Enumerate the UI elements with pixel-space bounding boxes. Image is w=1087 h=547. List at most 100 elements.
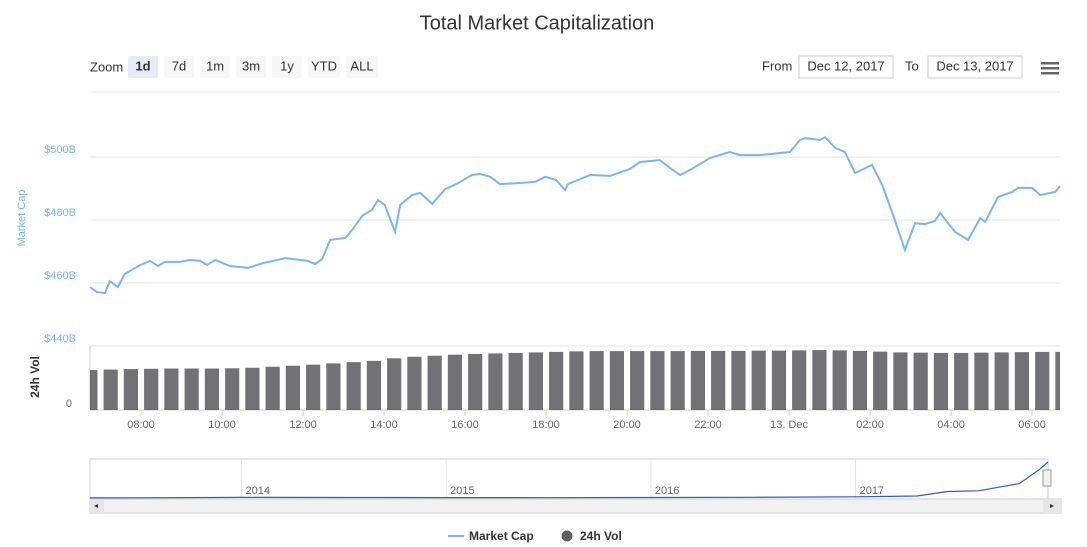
y-tick-label: $460B [44,270,76,282]
volume-bar [366,360,381,410]
x-tick-label: 13. Dec [770,419,808,431]
zoom-button-label: 1d [135,58,150,73]
navigator-tick-label: 2015 [450,485,474,497]
volume-bar [346,362,361,410]
volume-bar [123,369,138,410]
y-axis-title: Market Cap [16,190,28,247]
volume-bar [549,351,564,410]
navigator-tick-label: 2017 [860,485,884,497]
y2-axis-title: 24h Vol [28,356,42,398]
volume-bar [1055,351,1060,410]
volume-bar [731,350,746,410]
y-tick-label: $440B [44,333,76,345]
x-tick-label: 02:00 [856,419,884,431]
volume-bar [974,352,989,410]
volume-bar [468,353,483,410]
volume-bar [670,351,685,410]
x-tick-label: 20:00 [613,419,641,431]
volume-bar [873,351,888,410]
x-tick-label: 10:00 [208,419,236,431]
zoom-button-label: YTD [311,58,337,73]
volume-bar [508,352,523,410]
y2-tick-label: 0 [66,398,72,410]
volume-bar [792,350,807,410]
x-tick-label: 14:00 [370,419,398,431]
zoom-button[interactable] [346,56,378,78]
x-tick-label: 12:00 [289,419,317,431]
volume-bar [488,353,503,410]
navigator-frame [89,458,1062,514]
volume-bar [893,352,908,410]
zoom-button-label: 3m [242,58,260,73]
navigator-tick-label: 2016 [655,485,679,497]
volume-bar [1035,351,1050,410]
zoom-button[interactable] [200,56,230,78]
volume-bar [407,356,422,410]
zoom-button-label: 1m [206,58,224,73]
volume-bar [144,368,159,410]
x-tick-label: 04:00 [937,419,965,431]
volume-bar [103,369,118,410]
volume-bar [913,352,928,410]
zoom-button-label: 7d [172,58,186,73]
volume-bar [204,368,219,410]
volume-bar [690,350,706,410]
volume-bar [285,365,300,410]
volume-bar [225,368,240,410]
volume-bar [589,351,604,410]
from-date: Dec 12, 2017 [807,58,884,73]
x-tick-label: 22:00 [694,419,722,431]
volume-bar [933,352,949,410]
menu-button[interactable] [1041,62,1059,75]
line-series [89,135,1061,295]
x-tick-label: 16:00 [451,419,479,431]
zoom-button[interactable] [128,56,158,78]
zoom-button[interactable] [308,56,340,78]
volume-bar [387,358,402,410]
volume-bar [569,351,584,410]
volume-bar [184,368,199,410]
y-tick-label: $500B [44,144,76,156]
zoom-button-label: 1y [280,58,294,73]
chart-title: Total Market Capitalization [420,12,655,34]
x-tick-label: 06:00 [1018,419,1046,431]
volume-bar [427,355,442,410]
volume-bar [650,351,665,410]
x-tick-label: 08:00 [127,419,155,431]
to-input[interactable] [927,55,1023,79]
legend-label[interactable]: Market Cap [469,529,534,543]
volume-bar [954,352,969,410]
volume-bar [852,350,868,410]
zoom-button[interactable] [236,56,266,78]
navigator-handle[interactable] [1042,469,1052,487]
navigator-tick-label: 2014 [245,485,269,497]
volume-bar [1014,352,1030,410]
volume-bar [245,367,260,410]
to-date: Dec 13, 2017 [936,58,1013,73]
volume-bar [90,370,98,410]
volume-bar [265,366,280,410]
volume-bar [528,352,544,410]
volume-bar [711,350,726,410]
to-label: To [905,58,919,73]
zoom-button[interactable] [272,56,302,78]
from-input[interactable] [798,55,894,79]
legend-label[interactable]: 24h Vol [580,529,622,543]
legend-dot [561,530,573,542]
y-tick-label: $480B [44,207,76,219]
volume-bar [812,350,827,410]
volume-bar [609,351,625,410]
volume-bar [832,350,847,410]
volume-bar [326,363,341,410]
volume-bar [751,350,766,410]
zoom-button[interactable] [164,56,194,78]
volume-bar [771,350,787,410]
zoom-label: Zoom [90,59,123,74]
volume-bar [164,368,179,410]
volume-bar [630,351,645,410]
volume-bar [306,364,321,410]
x-tick-label: 18:00 [532,419,560,431]
zoom-button-label: ALL [350,58,373,73]
from-label: From [762,58,792,73]
